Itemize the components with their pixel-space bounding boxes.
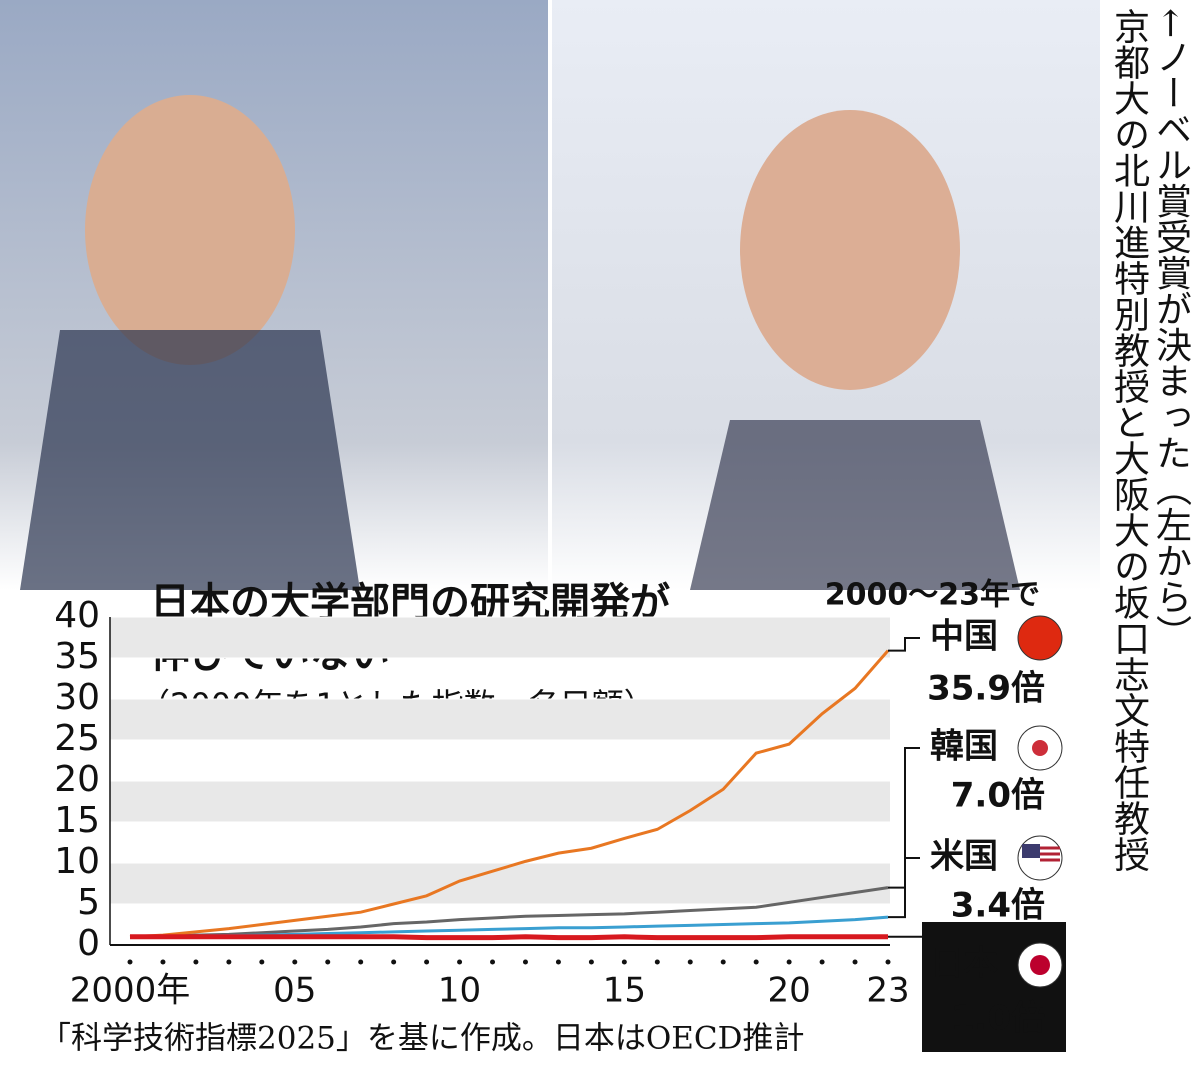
x-tick-dot bbox=[687, 959, 693, 965]
y-tick-label: 10 bbox=[54, 841, 100, 882]
x-tick-dot bbox=[358, 959, 364, 965]
legend-label: 中国 bbox=[930, 617, 998, 657]
line bbox=[129, 886, 889, 939]
photo-suit bbox=[690, 420, 1020, 590]
y-tick-label: 35 bbox=[54, 636, 100, 677]
y-tick-label: 30 bbox=[54, 677, 100, 718]
x-tick-label: 20 bbox=[767, 971, 810, 1011]
photo-face bbox=[85, 95, 295, 365]
x-tick-dot bbox=[292, 959, 298, 965]
line bbox=[129, 649, 890, 939]
value-label: 1.0倍 bbox=[951, 999, 1045, 1039]
grid-band bbox=[110, 781, 890, 822]
line bbox=[130, 934, 888, 941]
x-tick-dot bbox=[522, 959, 528, 965]
x-tick-label: 23 bbox=[866, 971, 909, 1011]
x-tick-dot bbox=[885, 959, 891, 965]
grid-band bbox=[110, 699, 890, 740]
x-tick-label: 05 bbox=[273, 971, 316, 1011]
x-tick-dot bbox=[555, 959, 561, 965]
x-tick-dot bbox=[391, 959, 397, 965]
x-tick-dot bbox=[654, 959, 660, 965]
x-tick-dot bbox=[160, 959, 166, 965]
value-label: 3.4倍 bbox=[951, 886, 1045, 926]
x-tick-dot bbox=[588, 959, 594, 965]
value-label: 7.0倍 bbox=[951, 776, 1045, 816]
grid bbox=[110, 617, 890, 904]
x-tick-label: 15 bbox=[603, 971, 646, 1011]
y-tick-label: 15 bbox=[54, 800, 100, 841]
photo-caption: 京都大の北川進特別教授と大阪大の坂口志文特任教授 bbox=[1108, 8, 1149, 872]
y-tick-label: 40 bbox=[54, 595, 100, 636]
legend-label: 日本 bbox=[930, 944, 998, 984]
legend-label: 米国 bbox=[930, 837, 998, 877]
source: 「科学技術指標2025」を基に作成。日本はOECD推計 bbox=[40, 1021, 805, 1057]
value-label: 35.9倍 bbox=[927, 669, 1045, 709]
x-tick-dot bbox=[819, 959, 825, 965]
x-tick-dot bbox=[457, 959, 463, 965]
annotation: 2000〜23年で bbox=[825, 578, 1040, 613]
flag-mark bbox=[1022, 844, 1040, 858]
grid-band bbox=[110, 617, 890, 658]
photo-caption: ←ノーベル賞受賞が決まった（左から） bbox=[1150, 8, 1191, 651]
x-tick-dot bbox=[259, 959, 265, 965]
y-tick-label: 20 bbox=[54, 759, 100, 800]
x-tick-dot bbox=[127, 959, 133, 965]
legend-label: 韓国 bbox=[930, 727, 998, 767]
leader-line bbox=[888, 747, 920, 889]
leader-line bbox=[888, 857, 920, 919]
y-tick-label: 0 bbox=[77, 923, 100, 964]
leader-line bbox=[888, 637, 920, 652]
photo-face bbox=[740, 110, 960, 390]
x-tick-dot bbox=[720, 959, 726, 965]
x-tick-dot bbox=[621, 959, 627, 965]
x-tick-dot bbox=[852, 959, 858, 965]
x-tick-dot bbox=[226, 959, 232, 965]
y-tick-label: 5 bbox=[77, 882, 100, 923]
x-tick-label: 10 bbox=[438, 971, 481, 1011]
flag-mark bbox=[1030, 955, 1050, 975]
x-tick-label: 2000年 bbox=[70, 971, 191, 1011]
y-tick-label: 25 bbox=[54, 718, 100, 759]
x-tick-dot bbox=[325, 959, 331, 965]
flag-mark bbox=[1032, 740, 1048, 756]
x-tick-dot bbox=[753, 959, 759, 965]
x-tick-dot bbox=[786, 959, 792, 965]
x-tick-dot bbox=[424, 959, 430, 965]
x-tick-dot bbox=[193, 959, 199, 965]
x-tick-dot bbox=[490, 959, 496, 965]
photo-suit bbox=[20, 330, 360, 590]
flag bbox=[1017, 615, 1063, 661]
